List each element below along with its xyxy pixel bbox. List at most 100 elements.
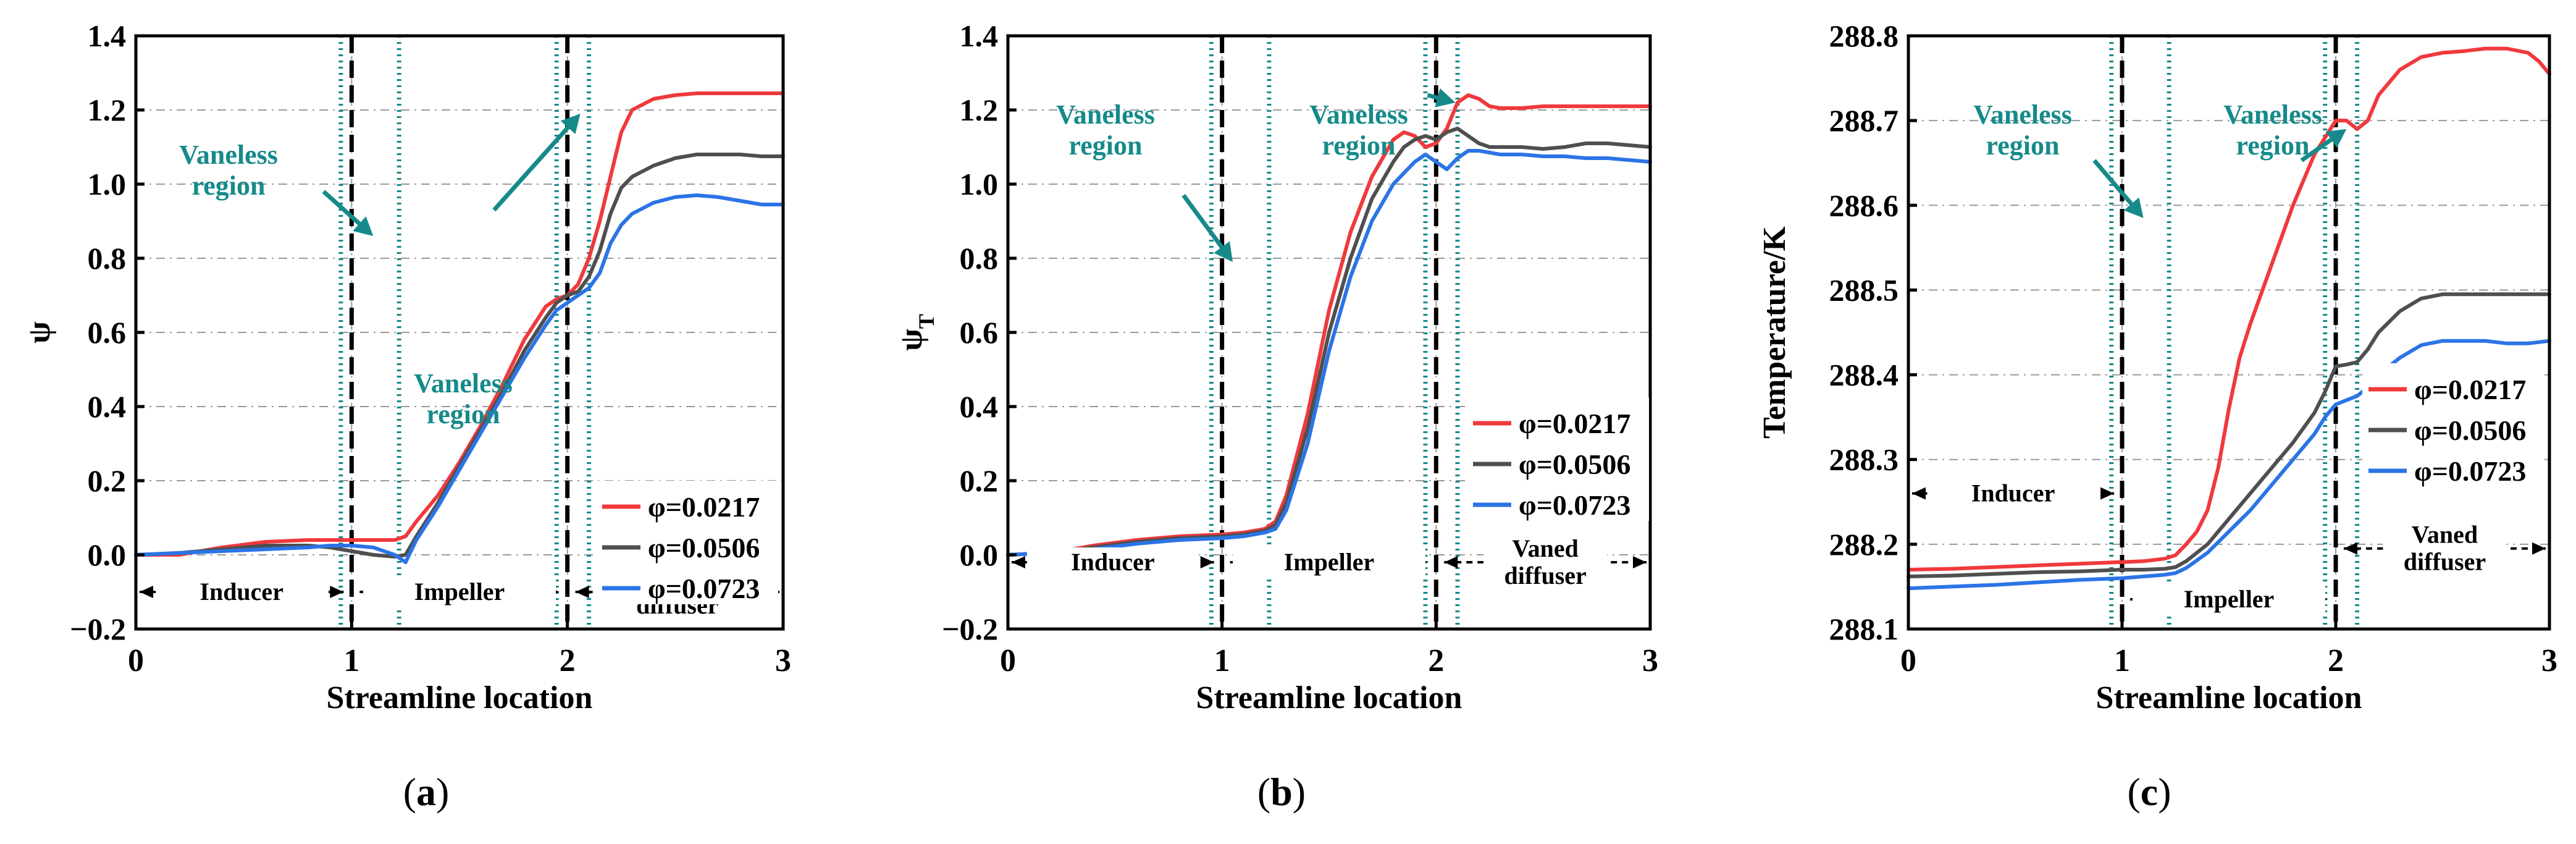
y-tick-label: 288.8 bbox=[1829, 19, 1899, 53]
y-tick-label: −0.2 bbox=[942, 612, 998, 646]
x-tick-label: 1 bbox=[2114, 643, 2130, 678]
region-label: Inducer bbox=[199, 578, 283, 606]
x-tick-label: 0 bbox=[1900, 643, 1916, 678]
annotation-arrowhead bbox=[560, 114, 581, 135]
region-arrowhead-right bbox=[1633, 556, 1647, 568]
legend-entry: φ=0.0217 bbox=[2414, 374, 2526, 405]
y-tick-label: 1.2 bbox=[88, 93, 127, 127]
region-label-bg bbox=[156, 577, 328, 607]
legend: φ=0.0217 φ=0.0506 φ=0.0723 bbox=[1467, 397, 1649, 521]
region-arrowhead-right bbox=[2532, 542, 2546, 555]
y-axis-label: Temperature/K bbox=[1757, 226, 1792, 439]
region-label: Vaned bbox=[2412, 521, 2478, 549]
caption-a: (a) bbox=[403, 770, 450, 814]
y-tick-label: 0.4 bbox=[960, 389, 999, 424]
legend: φ=0.0217 φ=0.0506 φ=0.0723 bbox=[596, 481, 778, 604]
y-tick-label: 0.8 bbox=[960, 241, 999, 276]
y-tick-label: 288.3 bbox=[1829, 442, 1899, 477]
region-arrowhead-right bbox=[2100, 487, 2115, 500]
y-tick-label: 0.0 bbox=[960, 538, 999, 572]
caption-c-letter: c bbox=[2140, 770, 2159, 814]
y-tick-label: 288.2 bbox=[1829, 527, 1899, 562]
series-line-3 bbox=[1006, 149, 1652, 557]
x-axis-label: Streamline location bbox=[2096, 680, 2362, 715]
series-line-3 bbox=[134, 193, 785, 564]
x-tick-label: 1 bbox=[1214, 643, 1230, 678]
region-arrowhead-left bbox=[575, 586, 589, 598]
y-tick-label: 288.5 bbox=[1829, 272, 1899, 307]
annotation-arrow-shaft bbox=[1181, 193, 1223, 248]
chart-c: InducerImpellerVaneddiffuserVanelessregi… bbox=[1757, 19, 2557, 715]
caption-a-letter: a bbox=[416, 770, 436, 814]
legend-box bbox=[1467, 397, 1649, 521]
x-tick-label: 0 bbox=[128, 643, 144, 678]
y-tick-label: 1.0 bbox=[88, 167, 127, 201]
region-label-bg bbox=[1233, 547, 1425, 577]
series-line-3 bbox=[1907, 339, 2551, 591]
annotation-label: Vaneless bbox=[414, 368, 513, 399]
y-axis-label: ψ bbox=[22, 321, 57, 344]
x-tick-label: 3 bbox=[775, 643, 791, 678]
region-label-bg bbox=[1927, 478, 2099, 509]
legend-entry: φ=0.0723 bbox=[1519, 489, 1630, 521]
annotation-label: region bbox=[192, 171, 266, 201]
annotation-arrow-shaft bbox=[322, 190, 361, 226]
region-label-bg bbox=[2383, 518, 2507, 578]
y-tick-label: 288.6 bbox=[1829, 188, 1899, 222]
caption-c: (c) bbox=[2127, 770, 2171, 814]
series-line-1 bbox=[1907, 46, 2551, 572]
annotation-arrow-shaft bbox=[1427, 93, 1438, 100]
region-arrowhead-right bbox=[1200, 556, 1214, 568]
annotation-label: Vaneless bbox=[1309, 99, 1408, 130]
annotation-label: region bbox=[2236, 130, 2310, 161]
legend-entry: φ=0.0723 bbox=[2414, 455, 2526, 487]
x-tick-label: 2 bbox=[1428, 643, 1444, 678]
y-tick-label: 0.8 bbox=[88, 241, 127, 276]
y-tick-label: 288.1 bbox=[1829, 612, 1899, 646]
axes-frame bbox=[1907, 34, 2551, 631]
annotation-label: region bbox=[1322, 130, 1396, 161]
region-label: Impeller bbox=[1284, 548, 1375, 576]
legend-entry: φ=0.0217 bbox=[1519, 408, 1630, 439]
legend: φ=0.0217 φ=0.0506 φ=0.0723 bbox=[2362, 363, 2545, 487]
region-label: Impeller bbox=[2184, 585, 2275, 613]
region-label: Inducer bbox=[1971, 479, 2055, 507]
series-line-2 bbox=[1907, 292, 2551, 578]
series-line-1 bbox=[134, 91, 785, 557]
region-label: Inducer bbox=[1071, 548, 1155, 576]
region-label: diffuser bbox=[1504, 562, 1586, 589]
annotation-arrowhead bbox=[1214, 241, 1233, 262]
annotation-label: Vaneless bbox=[1973, 99, 2072, 130]
x-tick-label: 2 bbox=[2328, 643, 2344, 678]
legend-entry: φ=0.0217 bbox=[648, 491, 760, 523]
region-arrowhead-right bbox=[330, 586, 344, 598]
annotation-label: Vaneless bbox=[179, 140, 278, 170]
region-arrowhead-left bbox=[1444, 556, 1458, 568]
y-tick-label: 288.4 bbox=[1829, 358, 1899, 392]
annotation-label: region bbox=[427, 399, 500, 429]
annotation-arrow-shaft bbox=[492, 126, 570, 212]
y-tick-label: 1.4 bbox=[88, 19, 127, 53]
region-arrowhead-left bbox=[1912, 487, 1926, 500]
region-arrowhead-left bbox=[140, 586, 153, 598]
annotation-arrowhead bbox=[353, 216, 374, 236]
caption-b-letter: b bbox=[1270, 770, 1293, 814]
legend-entry: φ=0.0723 bbox=[648, 573, 760, 604]
region-label: Vaned bbox=[1512, 534, 1578, 562]
annotation-label: Vaneless bbox=[2223, 99, 2322, 130]
region-label: diffuser bbox=[2404, 548, 2486, 576]
y-tick-label: 0.2 bbox=[960, 463, 999, 498]
x-tick-label: 2 bbox=[560, 643, 576, 678]
annotation-arrow-shaft bbox=[2300, 138, 2333, 162]
x-axis-label: Streamline location bbox=[1196, 680, 1462, 715]
legend-entry: φ=0.0506 bbox=[1519, 449, 1630, 480]
y-tick-label: −0.2 bbox=[70, 612, 126, 646]
region-label-bg bbox=[1483, 533, 1608, 592]
x-axis-label: Streamline location bbox=[327, 680, 593, 715]
y-tick-label: 0.6 bbox=[960, 315, 999, 350]
region-arrowhead-left bbox=[1012, 556, 1025, 568]
annotation-arrowhead bbox=[1435, 88, 1456, 108]
